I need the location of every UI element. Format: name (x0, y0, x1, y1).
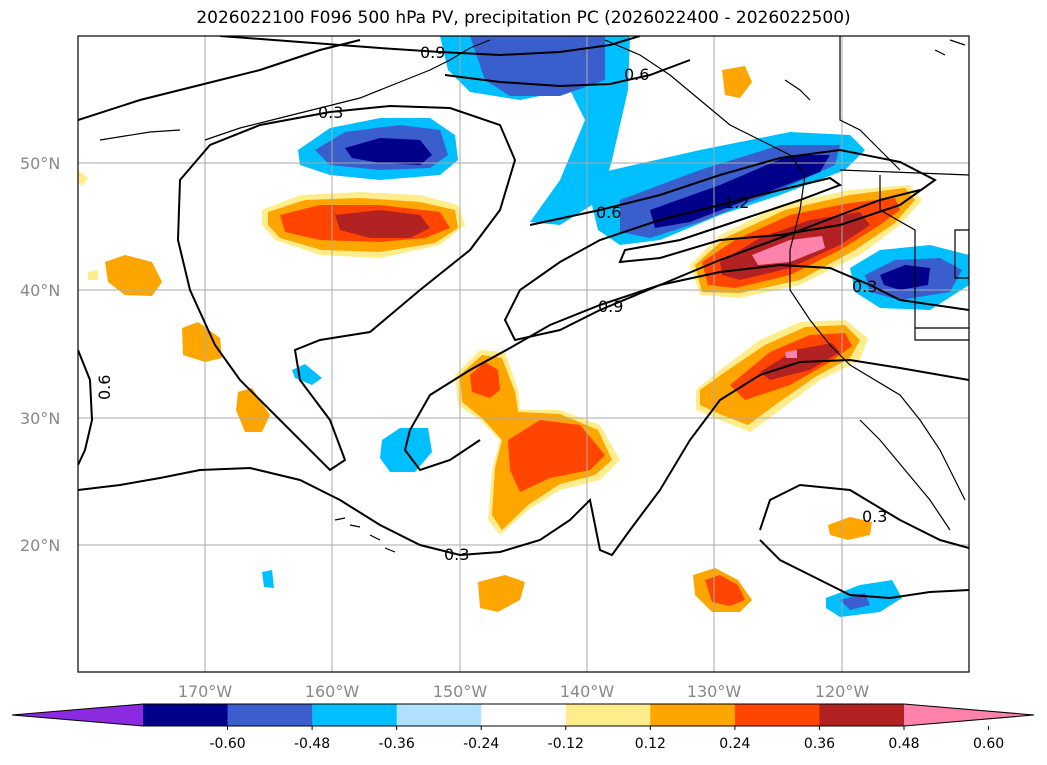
colorbar-segment (819, 704, 905, 726)
colorbar-tick-label: -0.24 (463, 736, 499, 752)
colorbar-outline (11, 703, 1035, 727)
colorbar-segment (734, 704, 820, 726)
pv-contour-0.3-inner (409, 263, 969, 431)
contour-label: 0.3 (852, 277, 877, 296)
colorbar-segment (396, 704, 482, 726)
map-border (77, 35, 970, 673)
colorbar-segment (650, 704, 736, 726)
lon-tick-label: 120°W (815, 682, 870, 701)
contour-label: 0.6 (596, 203, 621, 222)
lon-tick-label: 130°W (687, 682, 742, 701)
lat-tick-label: 40°N (20, 281, 60, 300)
colorbar-segment (312, 704, 398, 726)
lat-tick-label: 30°N (20, 409, 60, 428)
pv-contour-0.3-se (759, 483, 969, 600)
colorbar-tick-label: 0.60 (973, 736, 1004, 752)
colorbar-tick-label: 0.12 (635, 736, 666, 752)
pv-contour-0.6-west (78, 349, 94, 466)
colorbar-segment (481, 704, 567, 726)
pv-contour-0.3-large (78, 39, 517, 472)
contour-label: 0.3 (862, 507, 887, 526)
latitude-labels: 50°N 40°N 30°N 20°N (20, 154, 60, 555)
contour-label: 0.6 (95, 375, 114, 400)
colorbar-extension-low (12, 704, 143, 726)
pv-contour-0.6-mid (503, 148, 937, 342)
pv-contour-0.3-south (78, 358, 969, 557)
contour-label: 0.3 (318, 103, 343, 122)
coastlines (99, 36, 969, 553)
lon-tick-label: 150°W (433, 682, 488, 701)
colorbar-tick-label: 0.36 (804, 736, 835, 752)
lon-tick-label: 160°W (305, 682, 360, 701)
lat-tick-label: 20°N (20, 536, 60, 555)
map-content: 0.9 0.6 0.3 0.6 1.2 0.9 0.3 0.6 0.3 0.3 (78, 36, 969, 672)
lat-tick-label: 50°N (20, 154, 60, 173)
colorbar-tick-label: 0.48 (888, 736, 919, 752)
colorbar-tick-label: -0.48 (294, 736, 330, 752)
colorbar-tick-label: -0.60 (209, 736, 245, 752)
contour-label: 1.2 (724, 193, 749, 212)
pv-contours (78, 36, 969, 600)
longitude-labels: 170°W 160°W 150°W 140°W 130°W 120°W (178, 682, 870, 701)
pos-anomaly-spots (105, 255, 162, 296)
contour-label: 0.9 (598, 297, 623, 316)
colorbar-segment (143, 704, 229, 726)
contour-label: 0.3 (444, 545, 469, 564)
pv-contour-0.6-north (444, 59, 691, 88)
colorbar-segment (227, 704, 313, 726)
colorbar: -0.60 -0.48 -0.36 -0.24 -0.12 0.12 0.24 0.36 0.4… (11, 703, 1035, 752)
colorbar-tick-label: -0.12 (548, 736, 584, 752)
colorbar-extension-high (904, 704, 1034, 726)
lon-tick-label: 170°W (178, 682, 233, 701)
lon-tick-label: 140°W (560, 682, 615, 701)
map-title: 2026022100 F096 500 hPa PV, precipitatio… (196, 8, 851, 28)
contour-label: 0.6 (624, 65, 649, 84)
contour-label: 0.9 (420, 43, 445, 62)
pv-contour-0.9-north (219, 36, 641, 57)
contour-labels: 0.9 0.6 0.3 0.6 1.2 0.9 0.3 0.6 0.3 0.3 (95, 43, 887, 564)
colorbar-tick-label: -0.36 (379, 736, 415, 752)
colorbar-tick-label: 0.24 (719, 736, 750, 752)
colorbar-segment (565, 704, 651, 726)
